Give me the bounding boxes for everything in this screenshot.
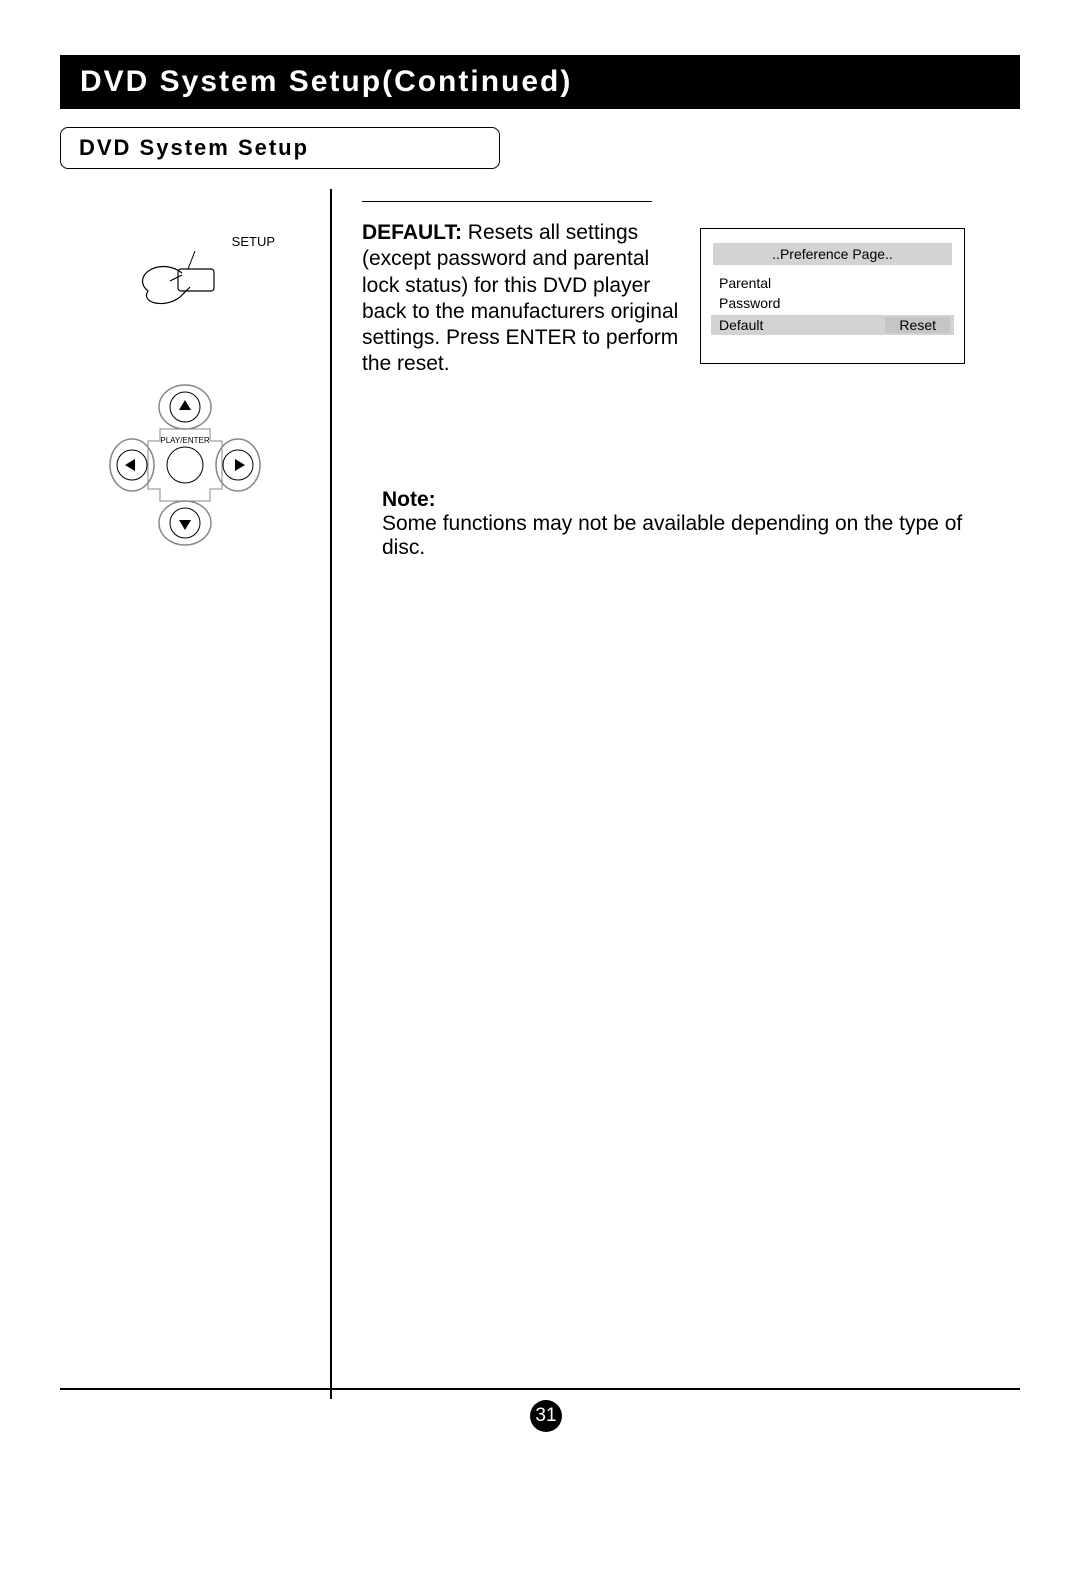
setup-label: SETUP [100,234,275,249]
hand-press-icon [100,251,230,321]
note-block: Note: Some functions may not be availabl… [382,488,1002,560]
note-body: Some functions may not be available depe… [382,512,962,559]
page-number-badge: 31 [530,1400,562,1432]
horizontal-rule [362,201,652,202]
content-wrapper: SETUP [60,189,1020,1399]
default-body: Resets all settings (except password and… [362,221,678,375]
left-column: SETUP [60,189,320,1399]
menu-item-parental: Parental [711,273,954,293]
dpad-label-text: PLAY/ENTER [160,436,209,445]
menu-header: ..Preference Page.. [713,243,952,265]
note-heading: Note: [382,488,436,511]
vertical-divider [330,189,332,1399]
page-title-bar: DVD System Setup(Continued) [60,55,1020,109]
default-description-row: DEFAULT: Resets all settings (except pas… [352,220,1002,378]
manual-page: DVD System Setup(Continued) DVD System S… [60,55,1020,1399]
right-column: DEFAULT: Resets all settings (except pas… [352,189,1002,1399]
menu-highlight-right: Reset [885,317,950,333]
menu-item-default: Default Reset [711,315,954,335]
bottom-rule [60,1388,1020,1390]
preference-menu: ..Preference Page.. Parental Password De… [700,228,965,364]
menu-item-password: Password [711,293,954,313]
default-description: DEFAULT: Resets all settings (except pas… [362,220,682,378]
default-heading: DEFAULT: [362,221,462,244]
menu-highlight-left: Default [719,317,763,333]
dpad-icon: PLAY/ENTER [100,381,270,561]
section-subtitle: DVD System Setup [60,127,500,169]
